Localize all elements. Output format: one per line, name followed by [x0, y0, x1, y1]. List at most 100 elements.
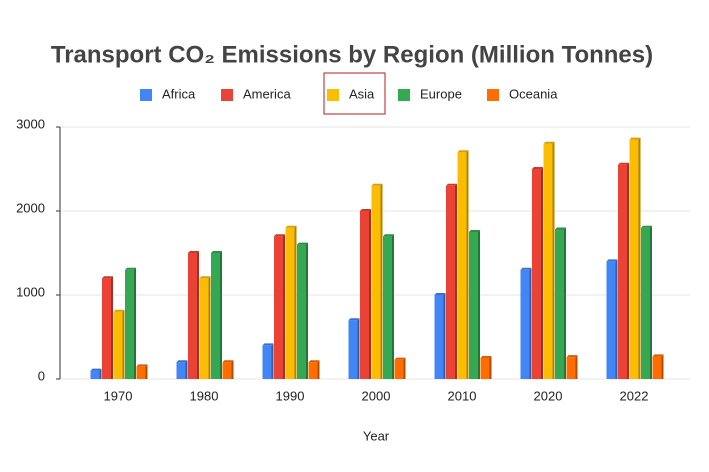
bar-side — [369, 209, 371, 379]
legend-item[interactable]: Africa — [140, 86, 196, 101]
bar — [136, 366, 146, 379]
bar — [543, 143, 553, 379]
bar-side — [294, 225, 297, 379]
bar — [113, 311, 123, 379]
bar-top — [469, 230, 480, 232]
bar-side — [478, 230, 480, 379]
legend-item[interactable]: Asia — [323, 72, 386, 115]
bar-side — [357, 318, 360, 379]
y-tick-label: 2000 — [16, 200, 45, 215]
bar-side — [650, 225, 652, 379]
bar-top — [457, 150, 469, 153]
bar-top — [480, 356, 492, 358]
bar-side — [231, 360, 234, 379]
bar-top — [211, 251, 222, 253]
bar-side — [134, 267, 136, 379]
bar — [297, 244, 306, 379]
bar — [606, 261, 616, 379]
bar-side — [552, 141, 555, 379]
x-tick-label: 2022 — [620, 388, 649, 403]
bar-side — [111, 276, 113, 379]
bar-top — [652, 354, 664, 357]
bar-side — [283, 234, 285, 379]
bar-side — [443, 293, 446, 379]
bar-side — [185, 360, 188, 379]
bar-top — [222, 360, 234, 363]
bar — [199, 278, 209, 379]
bar-side — [380, 183, 383, 379]
legend-swatch — [140, 89, 152, 101]
x-tick-label: 1990 — [276, 388, 305, 403]
bar — [629, 139, 639, 379]
bar-top — [285, 225, 297, 228]
bar-side — [638, 137, 641, 379]
bar-top — [136, 364, 148, 367]
bar — [434, 295, 444, 379]
bar-top — [297, 242, 308, 245]
bar-side — [99, 368, 102, 379]
bar-side — [392, 234, 394, 379]
bar-top — [543, 141, 555, 144]
bar — [274, 236, 283, 379]
bar-top — [566, 355, 578, 358]
bar-top — [532, 167, 543, 169]
legend-item[interactable]: America — [221, 86, 291, 101]
bar-side — [455, 183, 457, 379]
bar-side — [575, 355, 578, 379]
bar-top — [348, 318, 360, 321]
bar — [566, 357, 576, 379]
bar-side — [615, 259, 618, 379]
bar-top — [394, 357, 406, 360]
chart-title: Transport CO₂ Emissions by Region (Milli… — [51, 41, 653, 68]
x-tick-label: 2010 — [448, 388, 477, 403]
y-tick-label: 3000 — [16, 116, 45, 131]
bar — [641, 227, 650, 379]
bar-side — [541, 167, 543, 379]
bar-top — [262, 343, 274, 346]
x-tick-label: 2020 — [534, 388, 563, 403]
bar-side — [145, 364, 148, 379]
legend-label: Europe — [420, 86, 462, 101]
bar — [394, 359, 404, 379]
legend-label: Africa — [162, 86, 196, 101]
bar — [176, 362, 186, 379]
bar-top — [90, 368, 102, 371]
x-tick-label: 1970 — [104, 388, 133, 403]
bar-side — [403, 357, 406, 379]
legend-swatch — [487, 89, 499, 101]
bar-side — [627, 162, 629, 379]
legend-label: Oceania — [509, 86, 558, 101]
bar — [262, 345, 272, 379]
legend-item[interactable]: Europe — [398, 86, 462, 101]
bar — [383, 236, 392, 379]
bar — [360, 211, 369, 379]
legend-swatch — [221, 89, 233, 101]
bar — [480, 358, 490, 379]
legend-highlight — [323, 72, 386, 115]
bar-top — [176, 360, 188, 363]
x-tick-label: 1980 — [190, 388, 219, 403]
bar-side — [122, 309, 125, 379]
bar — [102, 278, 111, 379]
legend-label: Asia — [349, 86, 375, 101]
bar-top — [629, 137, 641, 140]
bar — [652, 356, 662, 379]
bar-top — [274, 234, 285, 237]
legend-label: America — [243, 86, 291, 101]
bar — [348, 320, 358, 379]
bar — [457, 152, 467, 379]
bar — [532, 169, 541, 379]
x-axis-label: Year — [363, 428, 390, 443]
bar-top — [308, 360, 320, 363]
bar — [555, 229, 564, 379]
legend-swatch — [327, 89, 339, 101]
bar-side — [489, 356, 492, 379]
bar-side — [271, 343, 274, 379]
bar-side — [466, 150, 469, 379]
bar-side — [197, 251, 199, 379]
bar-top — [520, 267, 532, 270]
bar-top — [606, 259, 618, 262]
bars: 1970 1980 1990 2000 2010 2020 2022 — [90, 137, 664, 403]
bar — [618, 164, 627, 379]
legend-item[interactable]: Oceania — [487, 86, 558, 101]
